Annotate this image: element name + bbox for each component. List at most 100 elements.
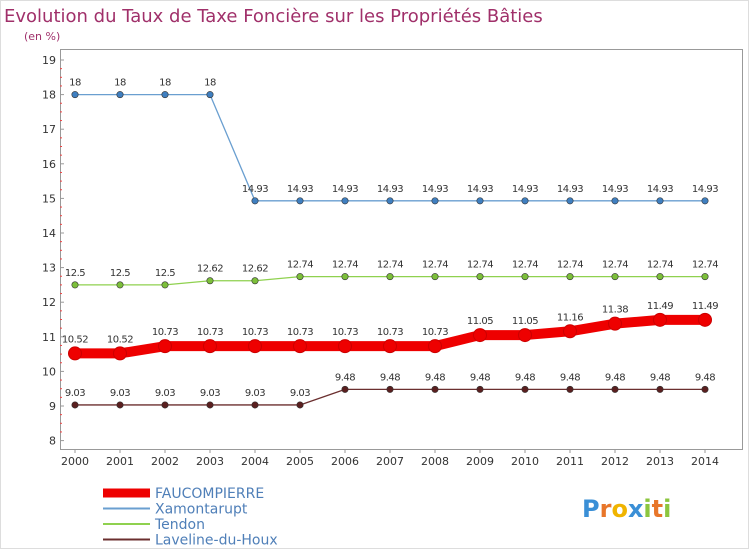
- series-point-faucompierre: [428, 339, 442, 354]
- series-point-laveline-du-houx: [476, 385, 484, 393]
- legend-label-faucompierre: FAUCOMPIERRE: [155, 486, 264, 502]
- data-label-faucompierre: 11.49: [647, 301, 673, 312]
- data-label-faucompierre: 11.38: [602, 305, 628, 316]
- data-label-tendon: 12.74: [512, 260, 538, 271]
- series-point-xamontarupt: [701, 197, 709, 205]
- series-point-faucompierre: [68, 346, 82, 361]
- y-tick-label: 16: [42, 158, 56, 171]
- data-label-faucompierre: 10.73: [422, 327, 448, 338]
- series-point-laveline-du-houx: [701, 385, 709, 393]
- series-point-faucompierre: [473, 328, 487, 343]
- logo-letter: x: [628, 495, 644, 523]
- x-tick-label: 2002: [151, 455, 179, 468]
- logo-letter: t: [652, 495, 663, 523]
- data-label-laveline-du-houx: 9.48: [605, 372, 625, 383]
- plot-frame: [60, 49, 743, 450]
- series-point-faucompierre: [293, 339, 307, 354]
- x-tick-label: 2011: [556, 455, 584, 468]
- data-label-xamontarupt: 14.93: [647, 184, 673, 195]
- series-point-xamontarupt: [251, 197, 259, 205]
- series-point-tendon: [206, 277, 214, 285]
- series-point-tendon: [521, 273, 529, 281]
- data-label-faucompierre: 11.05: [512, 316, 538, 327]
- series-point-tendon: [296, 273, 304, 281]
- chart-subtitle: (en %): [24, 30, 60, 43]
- data-label-faucompierre: 11.49: [692, 301, 718, 312]
- series-point-faucompierre: [113, 346, 127, 361]
- data-label-laveline-du-houx: 9.48: [515, 372, 535, 383]
- x-tick-label: 2000: [61, 455, 89, 468]
- series-point-laveline-du-houx: [611, 385, 619, 393]
- series-point-faucompierre: [518, 328, 532, 343]
- series-point-xamontarupt: [116, 91, 124, 99]
- data-label-tendon: 12.74: [287, 260, 313, 271]
- data-label-laveline-du-houx: 9.03: [65, 388, 85, 399]
- logo-letter: i: [643, 495, 651, 523]
- series-point-xamontarupt: [611, 197, 619, 205]
- data-label-faucompierre: 10.73: [152, 327, 178, 338]
- data-label-faucompierre: 11.05: [467, 316, 493, 327]
- series-point-tendon: [431, 273, 439, 281]
- data-label-tendon: 12.74: [647, 260, 673, 271]
- series-point-laveline-du-houx: [251, 401, 259, 409]
- series-point-faucompierre: [158, 339, 172, 354]
- series-point-laveline-du-houx: [521, 385, 529, 393]
- x-tick-label: 2007: [376, 455, 404, 468]
- logo-letter: P: [582, 495, 600, 523]
- proxiti-logo: Proxiti: [582, 495, 671, 523]
- data-label-laveline-du-houx: 9.03: [200, 388, 220, 399]
- series-point-tendon: [701, 273, 709, 281]
- series-point-faucompierre: [608, 316, 622, 331]
- data-label-laveline-du-houx: 9.03: [290, 388, 310, 399]
- data-label-xamontarupt: 14.93: [377, 184, 403, 195]
- data-label-laveline-du-houx: 9.03: [155, 388, 175, 399]
- x-tick-label: 2010: [511, 455, 539, 468]
- data-label-laveline-du-houx: 9.03: [110, 388, 130, 399]
- series-point-tendon: [386, 273, 394, 281]
- data-label-tendon: 12.62: [242, 264, 268, 275]
- series-point-faucompierre: [698, 312, 712, 327]
- data-label-tendon: 12.5: [155, 268, 175, 279]
- data-label-xamontarupt: 14.93: [692, 184, 718, 195]
- series-point-laveline-du-houx: [656, 385, 664, 393]
- y-tick-label: 12: [42, 296, 56, 309]
- series-point-xamontarupt: [71, 91, 79, 99]
- logo-letter: o: [611, 495, 628, 523]
- data-label-faucompierre: 10.73: [332, 327, 358, 338]
- series-point-laveline-du-houx: [386, 385, 394, 393]
- data-label-tendon: 12.74: [467, 260, 493, 271]
- series-point-xamontarupt: [341, 197, 349, 205]
- data-label-xamontarupt: 14.93: [557, 184, 583, 195]
- data-label-tendon: 12.74: [557, 260, 583, 271]
- x-tick-label: 2012: [601, 455, 629, 468]
- data-label-laveline-du-houx: 9.03: [245, 388, 265, 399]
- data-label-faucompierre: 11.16: [557, 312, 583, 323]
- x-tick-label: 2008: [421, 455, 449, 468]
- data-label-xamontarupt: 14.93: [512, 184, 538, 195]
- series-point-xamontarupt: [656, 197, 664, 205]
- y-tick-label: 19: [42, 54, 56, 67]
- series-layer: [68, 91, 712, 409]
- y-tick-label: 18: [42, 89, 56, 102]
- series-point-tendon: [71, 281, 79, 289]
- series-point-tendon: [116, 281, 124, 289]
- data-label-tendon: 12.62: [197, 264, 223, 275]
- series-point-xamontarupt: [431, 197, 439, 205]
- series-point-xamontarupt: [296, 197, 304, 205]
- y-tick-label: 9: [49, 400, 56, 413]
- series-point-laveline-du-houx: [71, 401, 79, 409]
- data-label-xamontarupt: 18: [159, 78, 171, 89]
- x-axis: 2000 2001 2002 2003 2004 2005 2006 2007 2008 2009…: [61, 449, 719, 468]
- series-point-laveline-du-houx: [566, 385, 574, 393]
- data-label-tendon: 12.5: [110, 268, 130, 279]
- data-label-xamontarupt: 14.93: [602, 184, 628, 195]
- data-label-laveline-du-houx: 9.48: [695, 372, 715, 383]
- y-tick-label: 13: [42, 262, 56, 275]
- x-tick-label: 2001: [106, 455, 134, 468]
- series-point-tendon: [566, 273, 574, 281]
- x-tick-label: 2004: [241, 455, 269, 468]
- data-label-tendon: 12.74: [602, 260, 628, 271]
- series-point-xamontarupt: [206, 91, 214, 99]
- logo-letter: r: [600, 495, 612, 523]
- data-label-laveline-du-houx: 9.48: [425, 372, 445, 383]
